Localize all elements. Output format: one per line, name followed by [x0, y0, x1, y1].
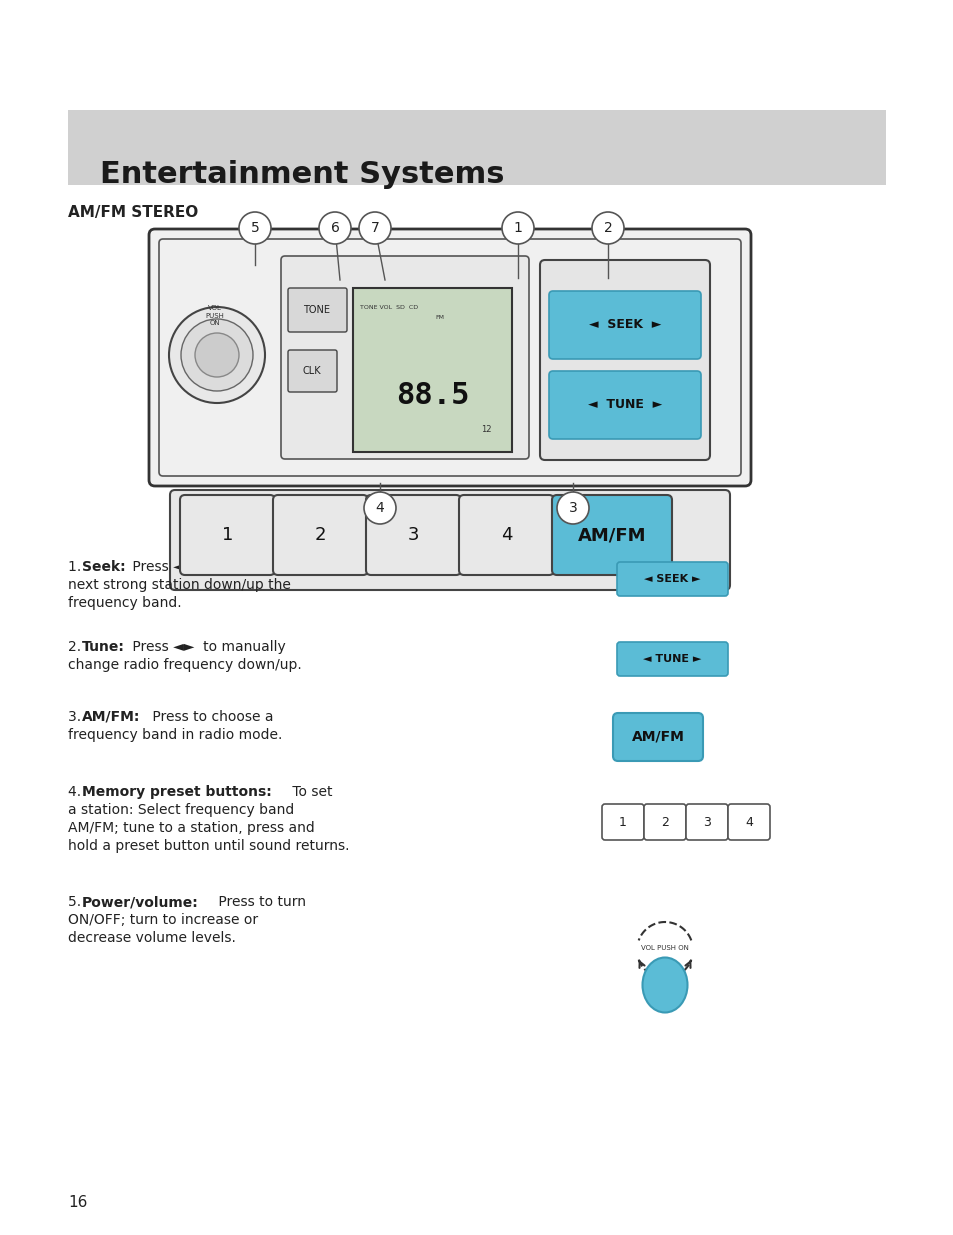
FancyBboxPatch shape	[458, 495, 554, 576]
Text: AM/FM; tune to a station, press and: AM/FM; tune to a station, press and	[68, 821, 314, 835]
FancyBboxPatch shape	[548, 291, 700, 359]
Text: To set: To set	[288, 785, 333, 799]
Text: CLK: CLK	[302, 366, 321, 375]
Text: 2: 2	[603, 221, 612, 235]
Text: Press to choose a: Press to choose a	[148, 710, 274, 724]
Text: 3.: 3.	[68, 710, 86, 724]
FancyBboxPatch shape	[281, 256, 529, 459]
Circle shape	[592, 212, 623, 245]
Text: 5.: 5.	[68, 895, 86, 909]
Text: 2: 2	[314, 526, 326, 543]
Text: decrease volume levels.: decrease volume levels.	[68, 931, 235, 945]
Text: frequency band.: frequency band.	[68, 597, 181, 610]
Text: Seek:: Seek:	[82, 559, 126, 574]
Text: 3: 3	[568, 501, 577, 515]
FancyBboxPatch shape	[617, 562, 727, 597]
Text: 1: 1	[513, 221, 522, 235]
Text: Tune:: Tune:	[82, 640, 125, 655]
Text: 7: 7	[370, 221, 379, 235]
Text: 1: 1	[222, 526, 233, 543]
Circle shape	[358, 212, 391, 245]
Text: ON/OFF; turn to increase or: ON/OFF; turn to increase or	[68, 913, 258, 927]
Text: Entertainment Systems: Entertainment Systems	[100, 161, 504, 189]
FancyBboxPatch shape	[288, 350, 336, 391]
Text: ◄  SEEK  ►: ◄ SEEK ►	[588, 319, 660, 331]
FancyBboxPatch shape	[601, 804, 643, 840]
Text: 4: 4	[500, 526, 512, 543]
Text: 4.: 4.	[68, 785, 86, 799]
FancyBboxPatch shape	[548, 370, 700, 438]
Text: 2: 2	[660, 815, 668, 829]
Text: a station: Select frequency band: a station: Select frequency band	[68, 803, 294, 818]
Text: AM/FM:: AM/FM:	[82, 710, 140, 724]
Text: AM/FM: AM/FM	[631, 730, 683, 743]
Text: VOL
PUSH
ON: VOL PUSH ON	[205, 305, 224, 326]
Text: Memory preset buttons:: Memory preset buttons:	[82, 785, 272, 799]
FancyBboxPatch shape	[727, 804, 769, 840]
Circle shape	[169, 308, 265, 403]
Text: VOL PUSH ON: VOL PUSH ON	[640, 945, 688, 951]
Text: FM: FM	[435, 315, 443, 320]
Text: 16: 16	[68, 1195, 88, 1210]
FancyBboxPatch shape	[273, 495, 368, 576]
Circle shape	[364, 492, 395, 524]
FancyBboxPatch shape	[149, 228, 750, 487]
Text: ◄  TUNE  ►: ◄ TUNE ►	[587, 399, 661, 411]
Text: AM/FM STEREO: AM/FM STEREO	[68, 205, 198, 220]
Circle shape	[181, 319, 253, 391]
Circle shape	[557, 492, 588, 524]
Text: frequency band in radio mode.: frequency band in radio mode.	[68, 727, 282, 742]
Text: 2.: 2.	[68, 640, 86, 655]
FancyBboxPatch shape	[643, 804, 685, 840]
Text: hold a preset button until sound returns.: hold a preset button until sound returns…	[68, 839, 349, 853]
Text: TONE VOL  SD  CD: TONE VOL SD CD	[359, 305, 417, 310]
FancyBboxPatch shape	[170, 490, 729, 590]
FancyBboxPatch shape	[613, 713, 702, 761]
Text: Press to turn: Press to turn	[213, 895, 306, 909]
FancyBboxPatch shape	[552, 495, 671, 576]
Text: 6: 6	[331, 221, 339, 235]
FancyBboxPatch shape	[353, 288, 512, 452]
Text: change radio frequency down/up.: change radio frequency down/up.	[68, 658, 301, 672]
Circle shape	[194, 333, 239, 377]
Text: Press ◄►  to manually: Press ◄► to manually	[128, 640, 286, 655]
Circle shape	[318, 212, 351, 245]
Ellipse shape	[641, 957, 687, 1013]
Text: ◄ SEEK ►: ◄ SEEK ►	[643, 574, 700, 584]
Text: TONE: TONE	[303, 305, 330, 315]
FancyBboxPatch shape	[68, 110, 885, 185]
Text: ◄ TUNE ►: ◄ TUNE ►	[642, 655, 700, 664]
FancyBboxPatch shape	[159, 240, 740, 475]
FancyBboxPatch shape	[366, 495, 460, 576]
Text: 1.: 1.	[68, 559, 86, 574]
Text: 5: 5	[251, 221, 259, 235]
Text: 1: 1	[618, 815, 626, 829]
Text: 12: 12	[481, 426, 492, 435]
Text: AM/FM: AM/FM	[578, 526, 645, 543]
Text: Power/volume:: Power/volume:	[82, 895, 198, 909]
Text: 88.5: 88.5	[395, 380, 469, 410]
Text: Press ◄►  to find the: Press ◄► to find the	[128, 559, 274, 574]
FancyBboxPatch shape	[180, 495, 274, 576]
FancyBboxPatch shape	[685, 804, 727, 840]
Text: next strong station down/up the: next strong station down/up the	[68, 578, 291, 592]
Circle shape	[501, 212, 534, 245]
FancyBboxPatch shape	[617, 642, 727, 676]
Text: 4: 4	[744, 815, 752, 829]
Text: 3: 3	[702, 815, 710, 829]
FancyBboxPatch shape	[288, 288, 347, 332]
FancyBboxPatch shape	[539, 261, 709, 459]
Text: 3: 3	[407, 526, 418, 543]
Circle shape	[239, 212, 271, 245]
Text: 4: 4	[375, 501, 384, 515]
